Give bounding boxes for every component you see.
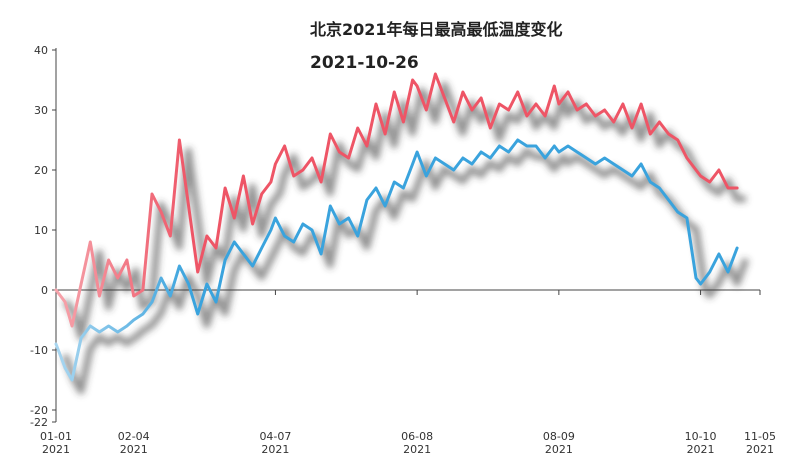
x-tick-label: 02-04 [118,430,150,443]
current-date-label: 2021-10-26 [310,53,419,73]
y-tick-label: -22 [30,416,48,429]
x-tick-label: 08-09 [543,430,575,443]
x-tick-label: 10-10 [685,430,717,443]
series-0-line [54,72,739,328]
x-tick-label: 11-05 [744,430,776,443]
series-group [54,72,739,382]
series-1-shadow [61,147,750,395]
x-tick-year-label: 2021 [403,443,431,456]
chart-title: 北京2021年每日最高最低温度变化 [310,20,563,39]
y-tick-group: 40 30 20 10 0 -10 -20-22 [30,44,56,429]
y-tick-label: 40 [34,44,48,57]
y-tick-label: 20 [34,164,48,177]
series-0-shadow [62,81,747,341]
x-tick-label: 04-07 [259,430,291,443]
shadow-group [61,81,750,395]
y-tick-label: 30 [34,104,48,117]
series-1-line [54,138,739,382]
x-tick-year-label: 2021 [261,443,289,456]
x-tick-year-label: 2021 [42,443,70,456]
x-tick-year-label: 2021 [120,443,148,456]
y-tick-label: 0 [41,284,48,297]
y-tick-label: -10 [30,344,48,357]
x-tick-year-label: 2021 [746,443,774,456]
x-tick-year-label: 2021 [687,443,715,456]
x-tick-year-label: 2021 [545,443,573,456]
x-tick-group: 01-01202102-04202104-07202106-08202108-0… [40,290,776,456]
x-tick-label: 06-08 [401,430,433,443]
x-tick-label: 01-01 [40,430,72,443]
y-tick-label: 10 [34,224,48,237]
y-tick-label: -20 [30,404,48,417]
